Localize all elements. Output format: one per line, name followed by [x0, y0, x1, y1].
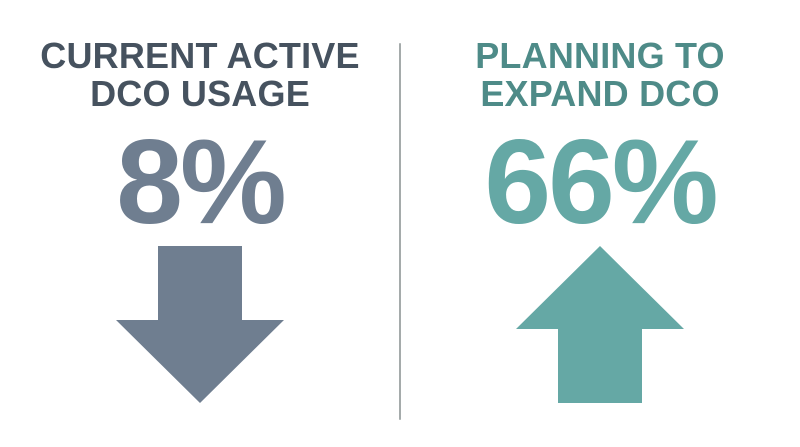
percentage-value-current-usage: 8% [116, 115, 286, 249]
heading-line: CURRENT ACTIVE [40, 35, 360, 76]
panel-current-dco-usage: CURRENT ACTIVE DCO USAGE 8% [40, 37, 360, 403]
percentage-value-planning-expand: 66% [484, 115, 718, 249]
heading-line: DCO USAGE [90, 73, 310, 114]
arrow-up-icon [516, 246, 684, 403]
arrow-down-shape [116, 246, 284, 403]
heading-line: EXPAND DCO [480, 73, 720, 114]
heading-line: PLANNING TO [475, 35, 725, 76]
arrow-down-icon [116, 246, 284, 403]
arrow-up-shape [516, 246, 684, 403]
panel-heading-planning-expand: PLANNING TO EXPAND DCO [475, 37, 725, 113]
panel-planning-expand-dco: PLANNING TO EXPAND DCO 66% [400, 0, 800, 447]
vertical-divider [399, 43, 401, 420]
panel-heading-current-usage: CURRENT ACTIVE DCO USAGE [40, 37, 359, 113]
